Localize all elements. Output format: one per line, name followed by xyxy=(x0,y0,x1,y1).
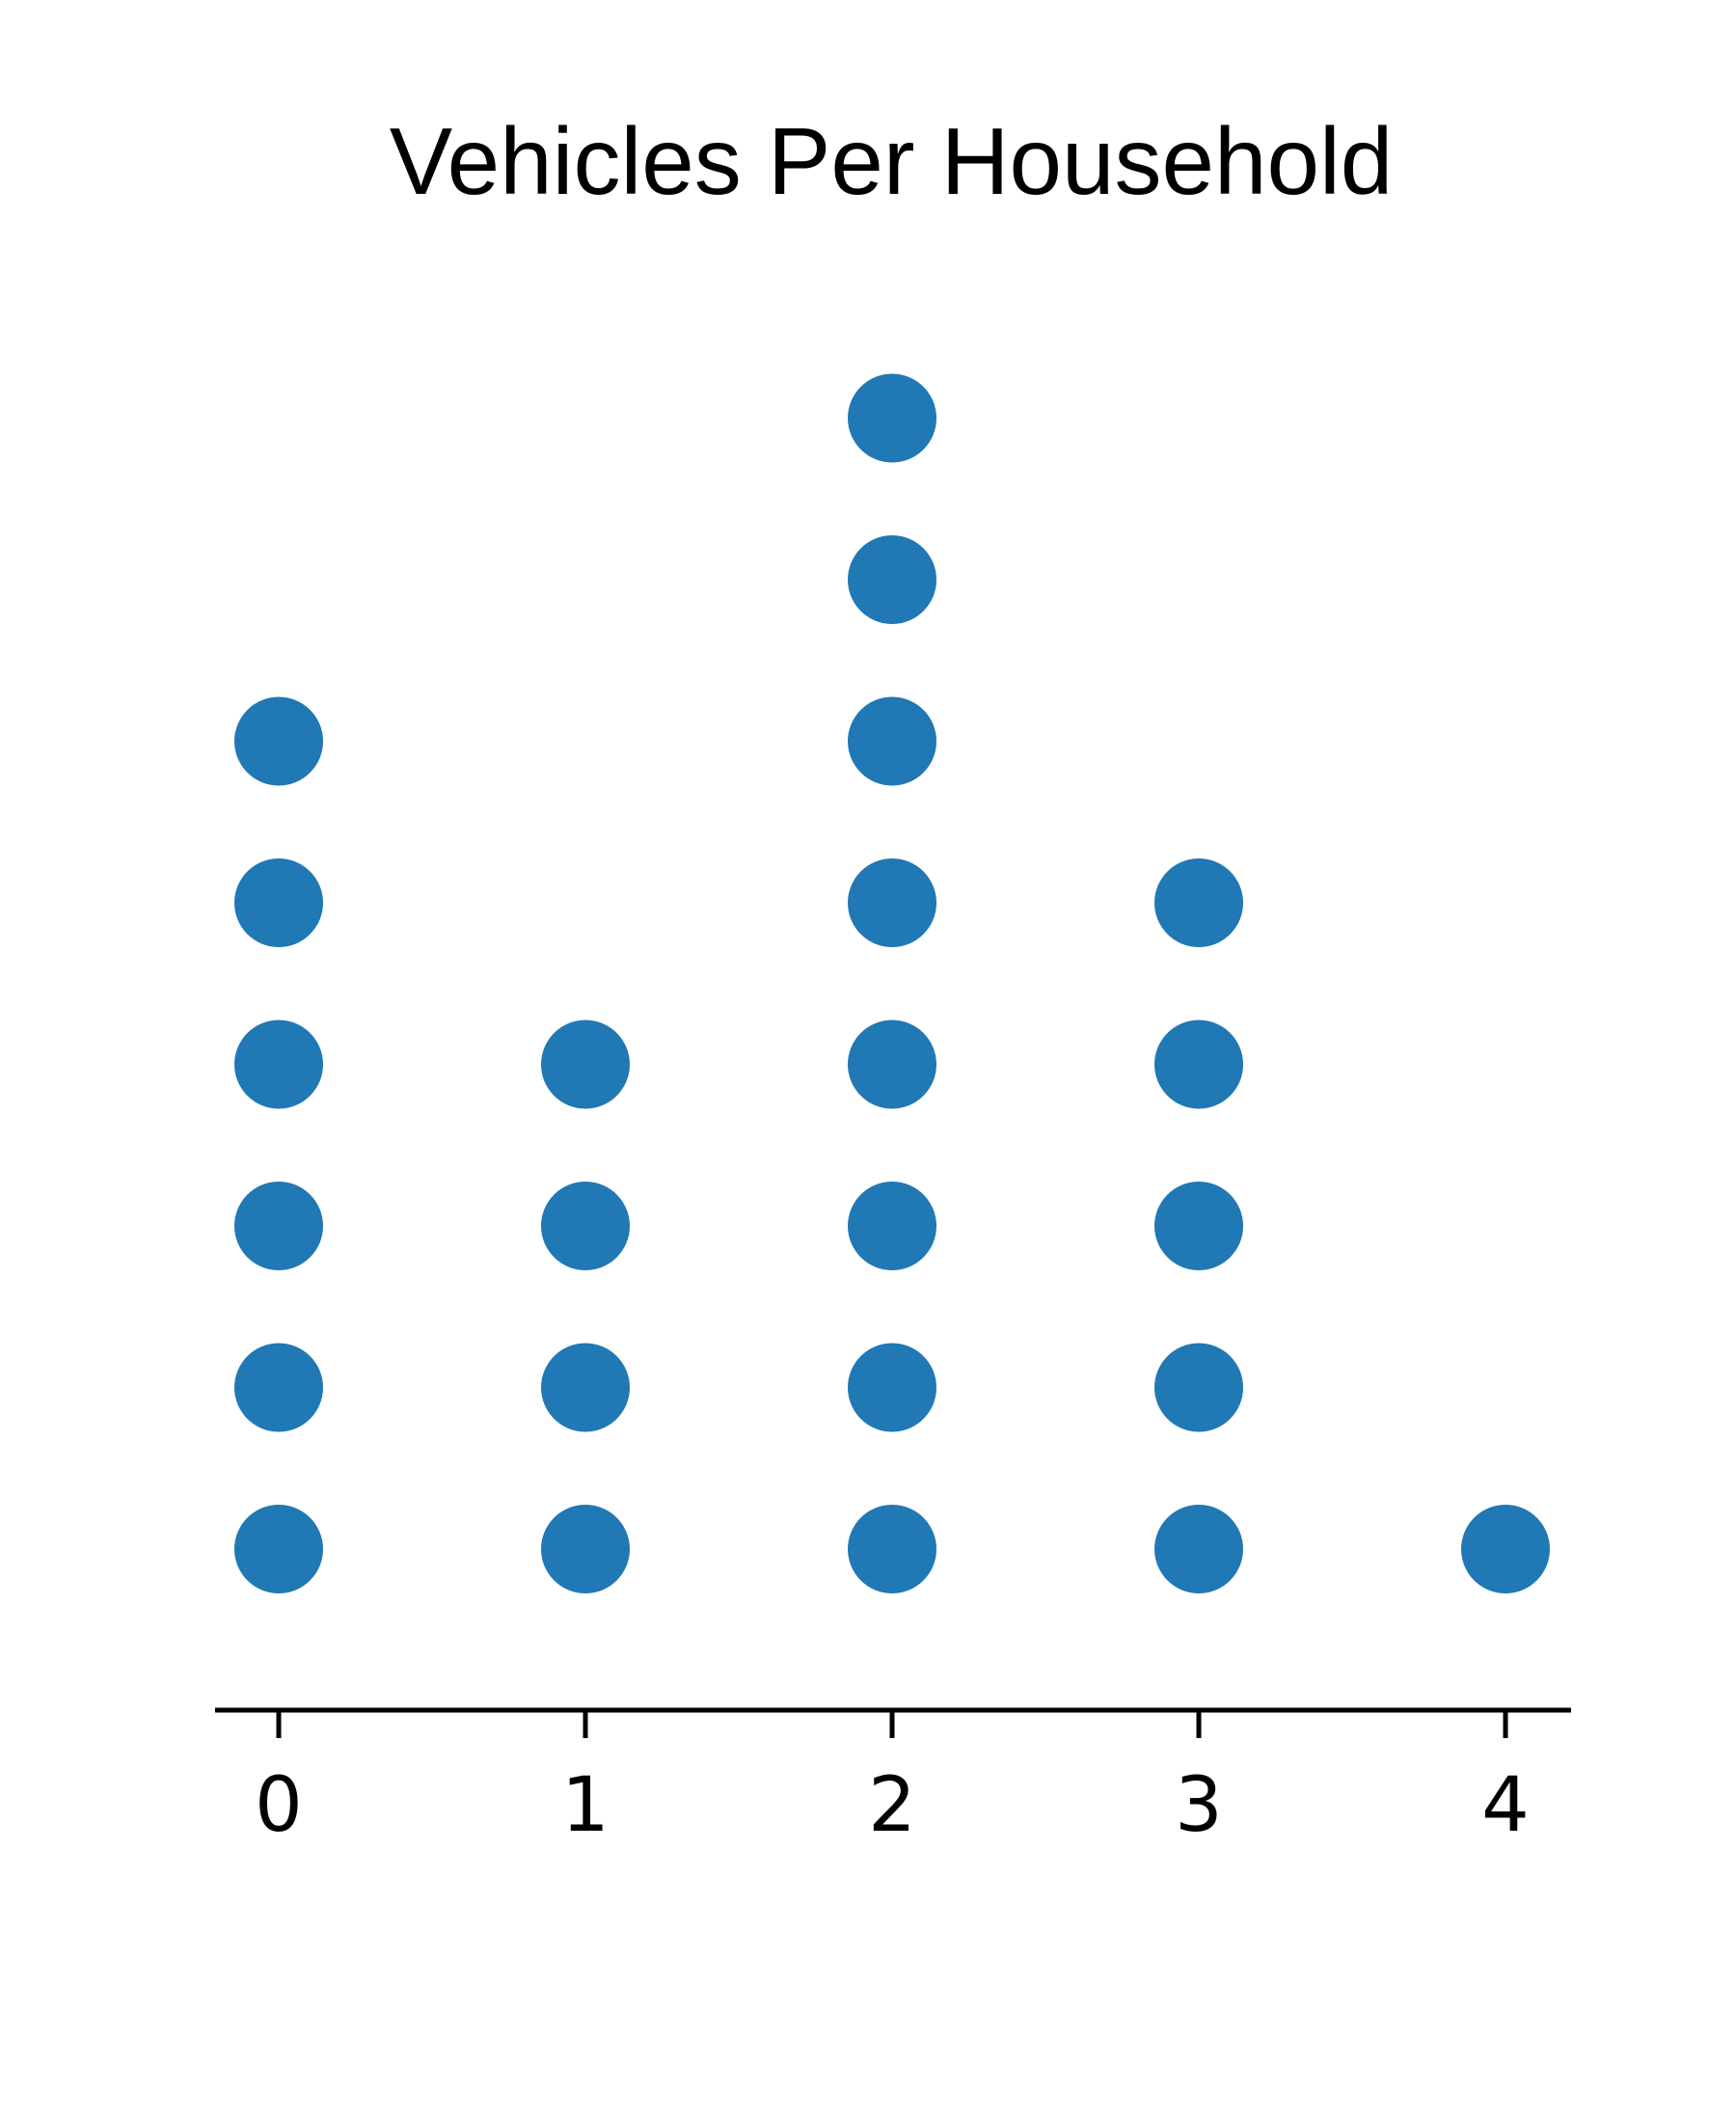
x-tick-label-0: 0 xyxy=(255,1762,303,1849)
dot-series xyxy=(234,373,1550,1593)
dot-x0-1 xyxy=(234,1505,323,1593)
dot-x2-6 xyxy=(848,696,936,786)
dot-x2-1 xyxy=(848,1505,936,1593)
dot-x1-2 xyxy=(541,1343,630,1432)
dot-x0-5 xyxy=(234,858,323,947)
dot-x3-2 xyxy=(1154,1343,1243,1432)
dot-x3-5 xyxy=(1154,858,1243,947)
dot-x0-3 xyxy=(234,1182,323,1270)
dot-x2-3 xyxy=(848,1182,936,1270)
dot-x3-3 xyxy=(1154,1182,1243,1270)
chart-title: Vehicles Per Household xyxy=(389,108,1394,214)
dot-x0-4 xyxy=(234,1020,323,1109)
dot-x2-8 xyxy=(848,373,936,463)
dot-x1-1 xyxy=(541,1505,630,1593)
x-axis-ticks: 0 1 2 3 4 xyxy=(255,1710,1530,1849)
x-tick-label-1: 1 xyxy=(561,1762,610,1849)
x-tick-label-3: 3 xyxy=(1175,1762,1223,1849)
dot-x2-4 xyxy=(848,1020,936,1109)
dot-x0-2 xyxy=(234,1343,323,1432)
dot-x2-7 xyxy=(848,535,936,624)
dot-x2-2 xyxy=(848,1343,936,1432)
x-tick-label-4: 4 xyxy=(1481,1762,1530,1849)
dot-x1-3 xyxy=(541,1182,630,1270)
dot-x4-1 xyxy=(1461,1505,1550,1593)
dot-x2-5 xyxy=(848,858,936,947)
dot-x3-1 xyxy=(1154,1505,1243,1593)
dot-x0-6 xyxy=(234,696,323,786)
x-tick-label-2: 2 xyxy=(868,1762,916,1849)
dot-x1-4 xyxy=(541,1020,630,1109)
dot-x3-4 xyxy=(1154,1020,1243,1109)
